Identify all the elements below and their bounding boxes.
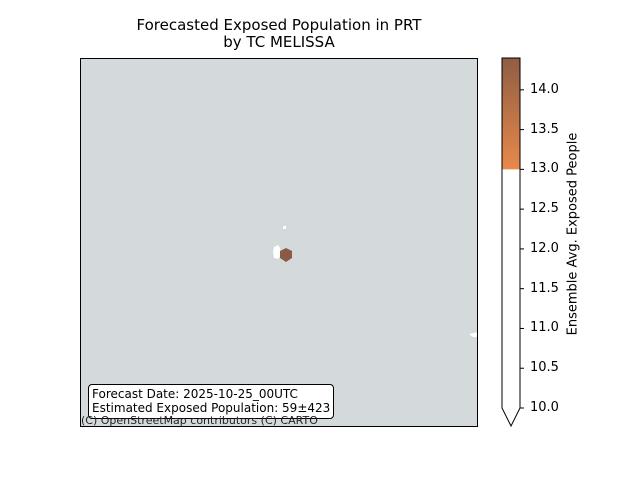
chart-title: Forecasted Exposed Population in PRT by … bbox=[80, 17, 478, 51]
colorbar-tick-label: 12.5 bbox=[530, 201, 559, 217]
colorbar-tick-label: 10.5 bbox=[530, 360, 559, 376]
colorbar-label-text: Ensemble Avg. Exposed People bbox=[565, 132, 581, 336]
sea-background bbox=[81, 59, 477, 426]
map-attribution: (C) OpenStreetMap contributors (C) CARTO bbox=[81, 414, 318, 427]
colorbar bbox=[501, 57, 524, 428]
colorbar-ticks bbox=[520, 89, 524, 409]
title-line-2: by TC MELISSA bbox=[223, 33, 335, 51]
land-areas bbox=[273, 226, 477, 337]
map-panel[interactable] bbox=[80, 58, 478, 427]
colorbar-tick-label: 12.0 bbox=[530, 240, 559, 256]
title-line-1: Forecasted Exposed Population in PRT bbox=[136, 16, 422, 34]
exposed-population-text: Estimated Exposed Population: 59±423 bbox=[92, 401, 331, 415]
exposure-hexagon bbox=[280, 248, 292, 262]
map-canvas bbox=[81, 59, 477, 426]
colorbar-tick-label: 11.0 bbox=[530, 320, 559, 336]
forecast-info-box: Forecast Date: 2025-10-25_00UTC Estimate… bbox=[88, 384, 335, 419]
small-islet bbox=[283, 226, 286, 229]
colorbar-low-segment bbox=[502, 169, 520, 408]
colorbar-tick-label: 13.5 bbox=[530, 121, 559, 137]
colorbar-gradient-segment bbox=[502, 58, 520, 170]
island-main bbox=[273, 245, 281, 259]
forecast-date-text: Forecast Date: 2025-10-25_00UTC bbox=[92, 387, 298, 401]
coastline-east bbox=[469, 332, 477, 337]
colorbar-tick-label: 14.0 bbox=[530, 81, 559, 97]
colorbar-tick-label: 13.0 bbox=[530, 161, 559, 177]
colorbar-tick-label: 11.5 bbox=[530, 280, 559, 296]
colorbar-tick-label: 10.0 bbox=[530, 400, 559, 415]
colorbar-outline bbox=[501, 57, 521, 428]
